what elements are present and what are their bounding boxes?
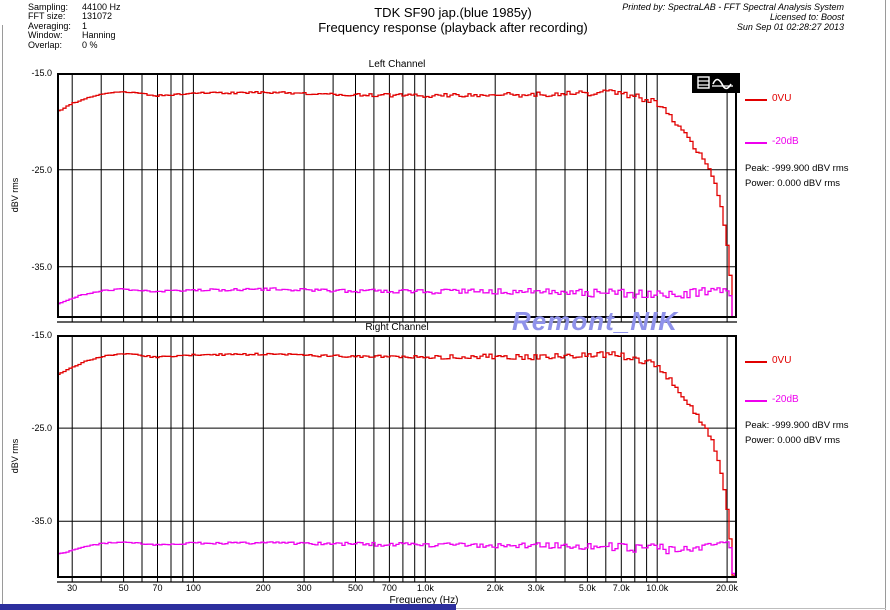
footer-bar bbox=[0, 604, 456, 610]
param-label: Averaging: bbox=[28, 20, 71, 31]
x-axis-label: Frequency (Hz) bbox=[389, 595, 459, 606]
legend-label-0vu: 0VU bbox=[772, 93, 792, 104]
x-tick-label: 20.0k bbox=[716, 583, 739, 593]
power-readout: Power: 0.000 dBV rms bbox=[745, 435, 841, 446]
legend-swatch-20db bbox=[745, 400, 767, 402]
left-channel-title: Left Channel bbox=[368, 59, 426, 70]
param-label: Sampling: bbox=[28, 2, 69, 12]
x-tick-label: 300 bbox=[296, 583, 312, 593]
param-row: Averaging: 1 bbox=[28, 20, 121, 31]
x-tick-label: 70 bbox=[152, 583, 163, 593]
right-channel-plot bbox=[57, 335, 737, 583]
x-tick-label: 30 bbox=[67, 583, 78, 593]
watermark-text: Remont_NIK bbox=[512, 306, 679, 336]
x-tick-label: 5.0k bbox=[578, 583, 596, 593]
peak-readout: Peak: -999.900 dBV rms bbox=[745, 163, 849, 174]
param-label: Overlap: bbox=[28, 39, 63, 50]
y-tick-label: -35.0 bbox=[31, 516, 52, 526]
y-tick-label: -35.0 bbox=[31, 262, 52, 272]
y-axis-label: dBV rms bbox=[10, 177, 20, 213]
trace-0vu bbox=[59, 89, 733, 316]
peak-readout: Peak: -999.900 dBV rms bbox=[745, 420, 849, 431]
y-tick-label: -15.0 bbox=[31, 68, 52, 78]
y-tick-label: -25.0 bbox=[31, 423, 52, 433]
left-channel-plot bbox=[57, 73, 737, 323]
legend-swatch-20db bbox=[745, 142, 767, 144]
x-tick-label: 10.0k bbox=[646, 583, 669, 593]
x-tick-label: 200 bbox=[255, 583, 271, 593]
param-row: Overlap: 0 % bbox=[28, 39, 121, 50]
signal-display-icon bbox=[692, 73, 740, 93]
title-line2: Frequency response (playback after recor… bbox=[318, 20, 588, 35]
licensed-to-text: Licensed to: Boost bbox=[769, 12, 844, 22]
legend-label-20db: -20dB bbox=[772, 394, 799, 405]
right-channel-title: Right Channel bbox=[365, 322, 429, 333]
y-tick-label: -15.0 bbox=[31, 330, 52, 340]
trace--20db bbox=[59, 287, 733, 316]
param-row: Window: Hanning bbox=[28, 30, 121, 41]
legend-label-20db: -20dB bbox=[772, 136, 799, 147]
param-row: FFT size: 131072 bbox=[28, 11, 121, 22]
param-value: 44100 Hz bbox=[82, 2, 121, 12]
y-tick-label: -25.0 bbox=[31, 165, 52, 175]
page-border-left bbox=[2, 25, 3, 610]
legend-swatch-0vu bbox=[745, 361, 767, 363]
x-tick-label: 7.0k bbox=[612, 583, 630, 593]
param-value: 131072 bbox=[82, 11, 113, 22]
x-tick-label: 50 bbox=[118, 583, 129, 593]
x-tick-label: 3.0k bbox=[527, 583, 545, 593]
analysis-parameters: Sampling: 44100 Hz FFT size: 131072 Averag… bbox=[28, 2, 121, 50]
x-tick-label: 1.0k bbox=[416, 583, 434, 593]
legend-swatch-0vu bbox=[745, 99, 767, 101]
title-line1: TDK SF90 jap.(blue 1985y) bbox=[374, 5, 532, 20]
page-border-right bbox=[885, 0, 886, 610]
param-value: 1 bbox=[82, 20, 88, 31]
x-tick-label: 700 bbox=[381, 583, 397, 593]
param-value: 0 % bbox=[82, 39, 98, 50]
printed-by-text: Printed by: SpectraLAB - FFT Spectral An… bbox=[622, 2, 844, 12]
print-info: Printed by: SpectraLAB - FFT Spectral An… bbox=[622, 2, 844, 32]
x-tick-label: 2.0k bbox=[486, 583, 504, 593]
trace--20db bbox=[59, 541, 735, 576]
param-row: Sampling: 44100 Hz bbox=[28, 2, 121, 12]
y-axis-label: dBV rms bbox=[10, 438, 20, 474]
param-value: Hanning bbox=[82, 30, 116, 41]
param-label: Window: bbox=[28, 30, 63, 41]
footer-line bbox=[456, 608, 886, 609]
x-tick-label: 100 bbox=[185, 583, 201, 593]
print-date-text: Sun Sep 01 02:28:27 2013 bbox=[736, 22, 844, 32]
trace-0vu bbox=[59, 351, 735, 576]
legend-label-0vu: 0VU bbox=[772, 355, 792, 366]
x-tick-label: 500 bbox=[348, 583, 364, 593]
power-readout: Power: 0.000 dBV rms bbox=[745, 178, 841, 189]
report-title: TDK SF90 jap.(blue 1985y) Frequency resp… bbox=[253, 5, 653, 35]
param-label: FFT size: bbox=[28, 11, 66, 22]
